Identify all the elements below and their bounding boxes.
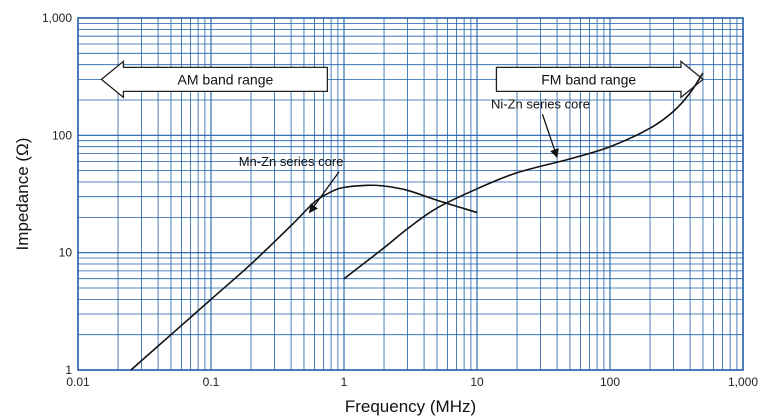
am-band-arrow xyxy=(100,59,329,99)
x-axis-title: Frequency (MHz) xyxy=(345,397,476,416)
y-tick-label: 100 xyxy=(52,128,72,142)
y-tick-label: 10 xyxy=(59,246,73,260)
mn-zn-curve xyxy=(130,184,478,371)
ni-zn-pointer xyxy=(541,114,559,159)
fm-band-label: FM band range xyxy=(541,71,636,87)
y-tick-label: 1,000 xyxy=(42,11,72,25)
ni-zn-curve xyxy=(343,72,704,280)
mn-zn-label: Mn-Zn series core xyxy=(239,154,344,169)
data-series xyxy=(130,72,704,371)
plot-frame xyxy=(77,17,744,371)
x-tick-label: 0.01 xyxy=(66,375,90,389)
x-tick-label: 0.1 xyxy=(203,375,220,389)
x-tick-label: 1 xyxy=(341,375,348,389)
ni-zn-label: Ni-Zn series core xyxy=(491,96,590,111)
band-arrows: AM band range FM band range xyxy=(100,59,704,99)
y-tick-label: 1 xyxy=(65,363,72,377)
fm-band-arrow xyxy=(495,59,704,99)
x-tick-label: 100 xyxy=(600,375,620,389)
y-axis-title: Impedance (Ω) xyxy=(13,138,32,251)
annotations: Mn-Zn series core Ni-Zn series core xyxy=(239,96,590,214)
mn-zn-pointer xyxy=(308,171,340,214)
x-tick-label: 1,000 xyxy=(728,375,758,389)
x-tick-label: 10 xyxy=(470,375,484,389)
tick-labels: 0.01 0.1 1 10 100 1,000 1 10 100 1,000 xyxy=(42,11,758,389)
am-band-label: AM band range xyxy=(178,71,274,87)
